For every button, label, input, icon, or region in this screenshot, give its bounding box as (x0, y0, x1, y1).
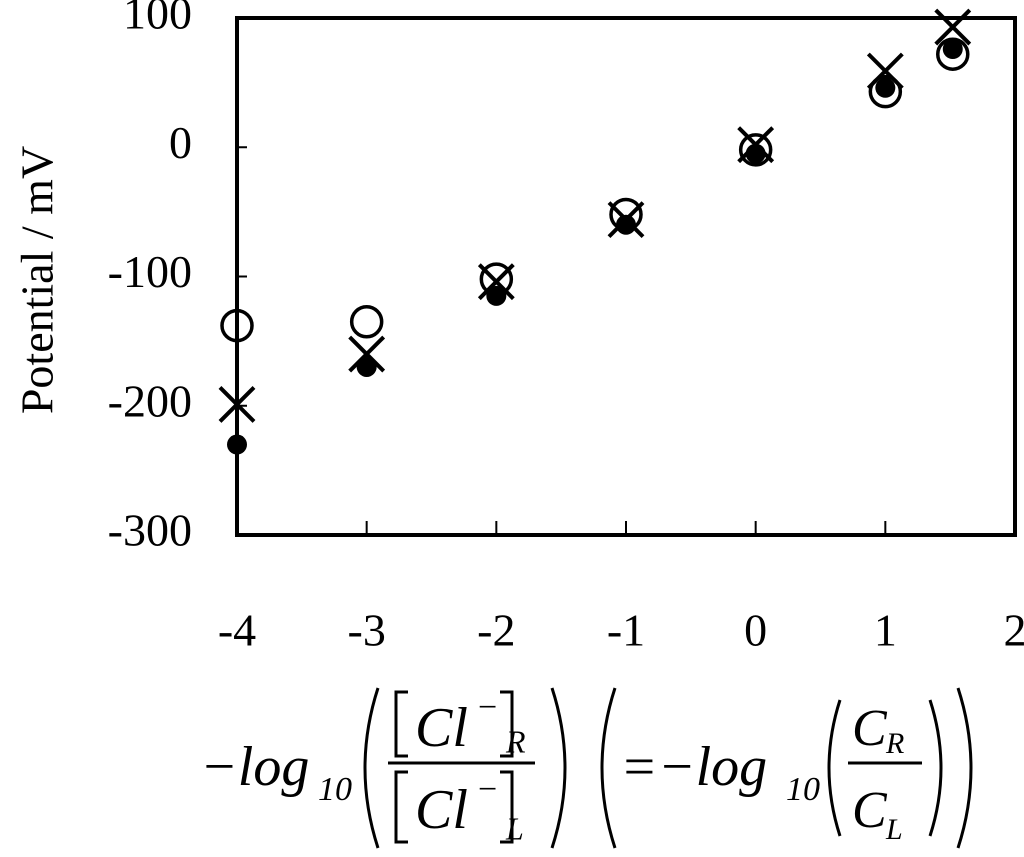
filled-circle-point (616, 215, 636, 235)
x-axis-label-part: 10 (786, 771, 820, 808)
x-tick-label: -1 (607, 605, 645, 656)
open-circle-point (352, 307, 382, 337)
x-axis-label-part: − (478, 771, 497, 808)
x-tick-label: 0 (744, 605, 767, 656)
y-tick-label: 0 (169, 117, 192, 168)
filled-circle-point (746, 144, 766, 164)
x-axis-label-part: 10 (318, 771, 352, 808)
x-axis-label-part: =−log (620, 736, 767, 798)
x-tick-label: -4 (218, 605, 256, 656)
x-axis-label-part: L (505, 810, 524, 846)
x-axis-label-part: −log (200, 736, 309, 798)
x-axis-label-part: L (885, 813, 903, 846)
y-tick-label: 100 (123, 0, 192, 39)
x-tick-label: -3 (348, 605, 386, 656)
paren (365, 688, 378, 848)
x-axis-label-part: − (478, 689, 497, 726)
x-axis-label-part: Cl (415, 697, 468, 759)
x-axis-label-part: R (885, 727, 904, 760)
x-tick-label: 2 (1004, 605, 1024, 656)
paren (930, 700, 941, 836)
y-tick-label: -200 (108, 375, 192, 426)
paren (602, 688, 615, 848)
filled-circle-point (227, 435, 247, 455)
filled-circle-point (357, 357, 377, 377)
filled-circle-point (943, 39, 963, 59)
x-axis-label-part: Cl (415, 779, 468, 841)
paren (958, 688, 971, 848)
filled-circle-point (875, 78, 895, 98)
paren (829, 700, 840, 836)
y-tick-label: -300 (108, 505, 192, 556)
x-axis-label-part: R (505, 723, 526, 759)
y-axis-label: Potential / mV (12, 146, 63, 414)
x-axis-label-part: C (852, 700, 888, 757)
x-tick-label: -2 (477, 605, 515, 656)
x-tick-label: 1 (874, 605, 897, 656)
paren (552, 688, 565, 848)
y-tick-label: -100 (108, 246, 192, 297)
x-axis-label-part: C (852, 782, 888, 839)
filled-circle-point (486, 286, 506, 306)
